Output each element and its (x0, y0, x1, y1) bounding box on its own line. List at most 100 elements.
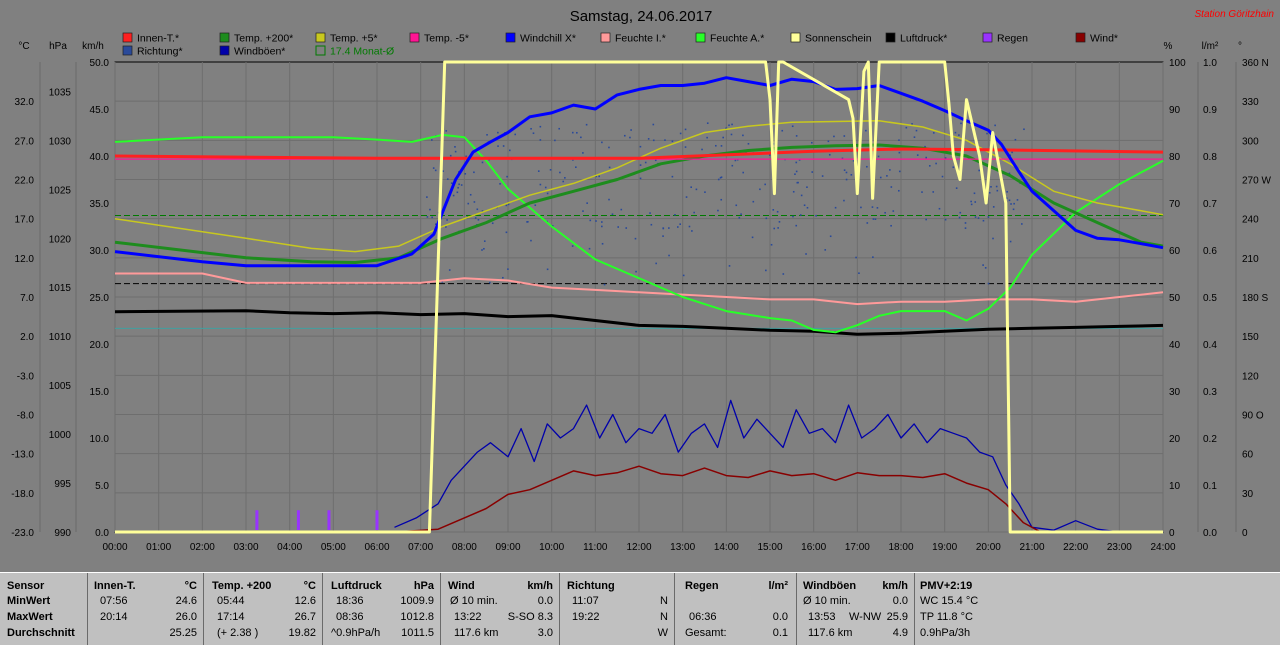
wind-direction-point (928, 165, 931, 167)
wind-direction-point (795, 170, 798, 173)
wind-direction-point (970, 203, 973, 206)
stats-temp-header: Temp. +200 (212, 580, 272, 592)
stats-wind-unit: km/h (527, 580, 553, 592)
x-tick-label: 11:00 (583, 542, 608, 553)
wind-direction-point (483, 240, 486, 242)
x-tick-label: 15:00 (757, 542, 782, 553)
wind-direction-point (551, 225, 554, 227)
axis-unit-deg: ° (1238, 41, 1242, 52)
legend-label: Windböen* (234, 46, 285, 58)
wind-direction-point (486, 134, 488, 136)
y-tick-label-lm2: 0.3 (1203, 387, 1217, 398)
wind-direction-point (938, 207, 941, 210)
legend-item: Temp. +5* (315, 33, 378, 45)
wind-direction-point (662, 235, 664, 237)
wind-direction-point (652, 139, 655, 142)
wind-direction-point (964, 227, 967, 229)
x-tick-label: 19:00 (932, 542, 957, 553)
wind-direction-point (717, 178, 720, 181)
wind-direction-point (986, 132, 988, 135)
wind-direction-point (1023, 128, 1025, 131)
wind-direction-point (601, 221, 603, 223)
wind-direction-point (1006, 191, 1008, 193)
wind-direction-point (734, 159, 737, 162)
stats-luftdruck-max-time: 08:36 (336, 611, 364, 623)
wind-direction-point (601, 225, 603, 228)
stats-temp-max-time: 17:14 (217, 611, 245, 623)
wind-direction-point (534, 204, 537, 207)
series-line-sonnenschein (115, 60, 1163, 534)
wind-direction-point (765, 269, 767, 272)
wind-direction-point (806, 206, 809, 209)
stats-luftdruck-unit: hPa (413, 580, 434, 592)
y-tick-label-celsius: 32.0 (15, 97, 35, 108)
wind-direction-point (706, 122, 709, 124)
wind-direction-point (620, 208, 623, 211)
legend-label: Regen (997, 33, 1028, 45)
wind-direction-point (456, 191, 459, 194)
wind-direction-point (530, 127, 532, 130)
x-tick-label: 09:00 (495, 542, 520, 553)
wind-direction-point (833, 135, 835, 138)
y-tick-label-celsius: -13.0 (11, 450, 34, 461)
legend-label: Temp. -5* (424, 33, 469, 45)
x-tick-label: 20:00 (976, 542, 1001, 553)
y-tick-label-lm2: 0.0 (1203, 528, 1217, 539)
y-tick-label-celsius: 2.0 (20, 332, 34, 343)
wind-direction-point (752, 200, 755, 203)
wind-direction-point (740, 213, 742, 215)
stats-luftdruck-max-value: 1012.8 (400, 611, 434, 623)
wind-direction-point (454, 150, 457, 153)
stats-innen-header: Innen-T. (94, 580, 136, 592)
y-tick-label-kmh: 15.0 (90, 387, 110, 398)
wind-direction-point (539, 183, 542, 186)
wind-direction-point (877, 155, 880, 158)
stats-wind-max-time: 13:22 (454, 611, 482, 623)
legend-label: Feuchte A.* (710, 33, 764, 45)
wind-direction-point (469, 193, 472, 196)
stats-sensor-header: Sensor (7, 580, 45, 592)
wind-direction-point (925, 156, 927, 159)
legend-swatch (219, 45, 230, 56)
y-tick-label-kmh: 20.0 (90, 340, 110, 351)
series-line-temp-5 (114, 120, 1164, 253)
series-line-luftdruck (114, 309, 1164, 336)
wind-direction-point (811, 171, 814, 173)
wind-direction-point (625, 227, 628, 229)
wind-direction-point (582, 210, 584, 212)
wind-direction-point (644, 161, 647, 164)
legend-item: Feuchte A.* (695, 33, 764, 45)
stats-temp-block: Temp. +200 °C 05:44 12.6 17:14 26.7 (+ 2… (204, 573, 323, 645)
x-tick-label: 05:00 (321, 542, 346, 553)
weather-chart: Samstag, 24.06.2017 Station Göritzhain I… (11, 8, 1274, 553)
wind-direction-point (465, 155, 467, 158)
wind-direction-point (797, 181, 799, 184)
y-tick-label-kmh: 5.0 (95, 481, 109, 492)
wind-direction-point (509, 149, 511, 152)
y-tick-label-kmh: 40.0 (90, 152, 110, 163)
legend-item: Sonnenschein (790, 33, 872, 45)
stats-wind-avg-value: 3.0 (537, 627, 553, 639)
x-tick-label: 04:00 (277, 542, 302, 553)
wind-direction-point (507, 203, 510, 206)
legend-item: 17.4 Monat-Ø (315, 45, 394, 58)
wind-direction-point (630, 129, 632, 131)
wind-direction-point (654, 159, 657, 162)
stats-innen-min-time: 07:56 (100, 595, 128, 607)
stats-innen-block: Innen-T. °C 07:56 24.6 20:14 26.0 25.25 (88, 573, 204, 645)
wind-direction-point (693, 211, 695, 214)
wind-direction-point (886, 175, 888, 177)
wind-direction-point (635, 270, 637, 273)
x-tick-label: 10:00 (539, 542, 564, 553)
wind-direction-point (489, 281, 491, 284)
wind-direction-point (915, 129, 918, 132)
stats-wind-block: Wind km/h Ø 10 min. 0.0 13:22 S-SO 8.3 1… (441, 573, 560, 645)
wind-direction-point (617, 226, 620, 228)
wind-direction-point (898, 189, 900, 192)
y-tick-label-deg: 0 (1242, 528, 1248, 539)
y-tick-label-percent: 0 (1169, 528, 1175, 539)
wind-direction-point (662, 227, 665, 230)
stats-regen-max-time: 06:36 (689, 611, 717, 623)
wind-direction-point (537, 170, 540, 172)
series-line-wind (394, 465, 1163, 533)
